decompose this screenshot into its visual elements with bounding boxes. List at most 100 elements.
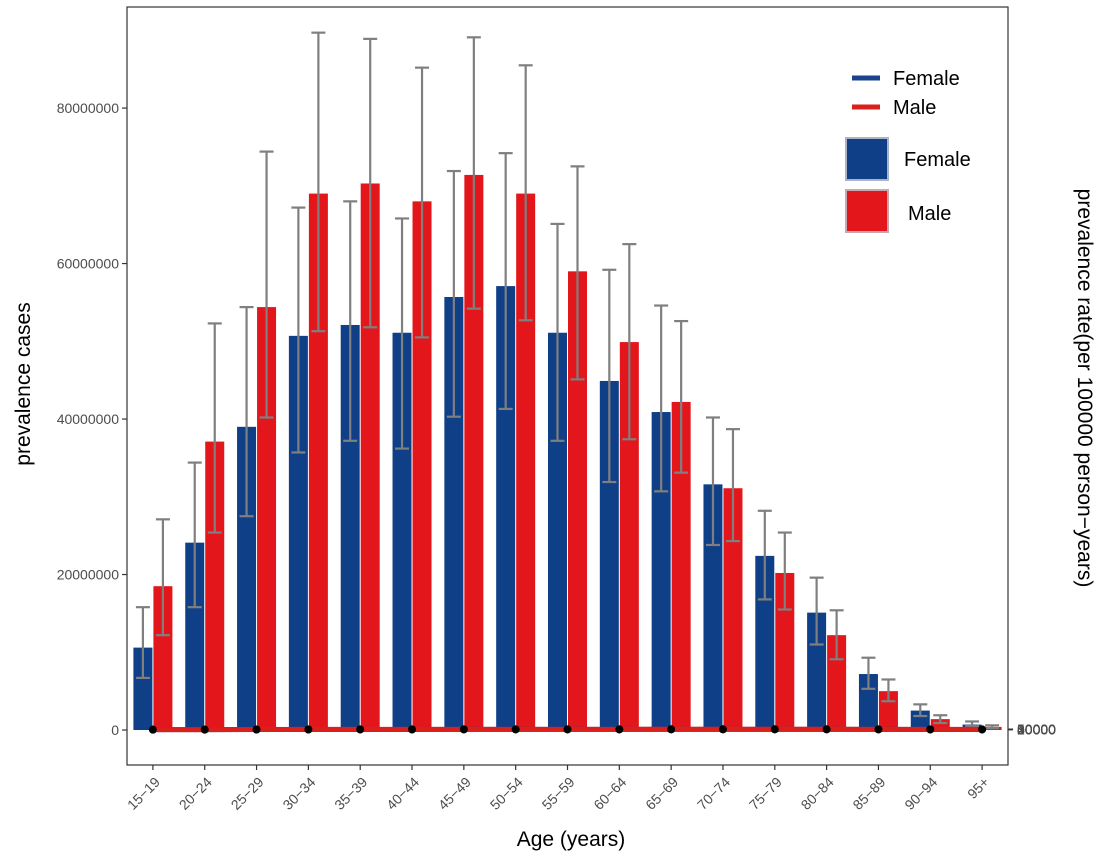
error-bar-male-85-89 bbox=[881, 678, 896, 703]
bar-male-75-79 bbox=[775, 572, 795, 731]
point-male-70-74 bbox=[718, 725, 727, 734]
x-tick-label-90-94: 90−94 bbox=[901, 774, 940, 813]
point-male-50-54 bbox=[511, 725, 520, 734]
error-bar-male-80-84 bbox=[829, 609, 844, 661]
bar-male-30-34 bbox=[308, 193, 328, 731]
error-bar-female-90-94 bbox=[913, 703, 928, 718]
point-male-75-79 bbox=[770, 725, 779, 734]
error-bar-female-70-74 bbox=[705, 416, 720, 547]
y-tick-label-40000000: 40000000 bbox=[57, 411, 120, 427]
bar-male-65-69 bbox=[671, 401, 691, 731]
y2-tick-label-50000: 50000 bbox=[1017, 721, 1056, 737]
x-tick-label-85-89: 85−89 bbox=[849, 774, 888, 813]
bar-male-45-49 bbox=[464, 174, 484, 731]
error-bar-male-15-19 bbox=[155, 518, 170, 637]
error-bar-male-95 bbox=[985, 724, 1000, 730]
point-male-30-34 bbox=[304, 725, 313, 734]
bar-female-20-24 bbox=[185, 542, 205, 731]
point-male-15-19 bbox=[148, 725, 157, 734]
point-male-25-29 bbox=[252, 725, 261, 734]
bar-female-30-34 bbox=[288, 335, 308, 731]
bar-female-45-49 bbox=[444, 296, 464, 731]
bar-male-20-24 bbox=[205, 441, 225, 731]
x-tick-label-45-49: 45−49 bbox=[435, 774, 474, 813]
error-bar-male-60-64 bbox=[622, 243, 637, 441]
error-bar-female-95 bbox=[965, 720, 980, 728]
error-bar-male-25-29 bbox=[259, 150, 274, 419]
point-male-40-44 bbox=[408, 725, 417, 734]
error-bar-male-20-24 bbox=[207, 322, 222, 534]
error-bar-female-55-59 bbox=[550, 222, 565, 442]
y2-tick-label-10000: 10000 bbox=[1017, 722, 1056, 738]
point-male-95 bbox=[978, 725, 987, 734]
error-bar-female-45-49 bbox=[446, 169, 461, 418]
y-tick-label-0: 0 bbox=[111, 722, 119, 738]
bar-female-40-44 bbox=[392, 332, 412, 731]
bar-male-90-94 bbox=[930, 719, 950, 731]
x-tick-label-15-19: 15−19 bbox=[124, 774, 163, 813]
legend-line-female-label: Female bbox=[893, 68, 960, 90]
error-bar-male-65-69 bbox=[674, 319, 689, 474]
x-tick-label-75-79: 75−79 bbox=[746, 774, 785, 813]
error-bar-male-50-54 bbox=[518, 64, 533, 322]
error-bar-female-80-84 bbox=[809, 576, 824, 646]
point-male-45-49 bbox=[459, 725, 468, 734]
legend-bar-male-label: Male bbox=[908, 203, 951, 225]
x-tick-label-65-69: 65−69 bbox=[642, 774, 681, 813]
error-bar-female-75-79 bbox=[757, 509, 772, 601]
point-male-60-64 bbox=[615, 725, 624, 734]
bar-female-15-19 bbox=[133, 647, 153, 731]
point-male-80-84 bbox=[822, 725, 831, 734]
legend-line-male-label: Male bbox=[893, 97, 936, 119]
error-bar-male-75-79 bbox=[777, 531, 792, 611]
bar-female-60-64 bbox=[599, 380, 619, 731]
x-tick-label-55-59: 55−59 bbox=[538, 774, 577, 813]
bar-male-40-44 bbox=[412, 201, 432, 731]
point-male-55-59 bbox=[563, 725, 572, 734]
bar-male-70-74 bbox=[723, 488, 743, 731]
error-bar-female-15-19 bbox=[135, 606, 150, 680]
bar-male-35-39 bbox=[360, 183, 380, 731]
point-male-20-24 bbox=[200, 725, 209, 734]
y2-tick-label-40000: 40000 bbox=[1017, 721, 1056, 737]
bar-female-80-84 bbox=[807, 612, 827, 731]
y2-axis-title: prevalence rate(per 100000 person−years) bbox=[1073, 189, 1096, 588]
bar-male-50-54 bbox=[516, 193, 536, 731]
y2-tick-label-20000: 20000 bbox=[1017, 721, 1056, 737]
error-bar-male-90-94 bbox=[933, 714, 948, 725]
x-axis-title: Age (years) bbox=[517, 828, 626, 851]
plot-area: 0200000004000000060000000800000000100002… bbox=[57, 6, 1056, 813]
x-tick-label-20-24: 20−24 bbox=[176, 774, 215, 813]
x-tick-label-70-74: 70−74 bbox=[694, 774, 733, 813]
legend-bar-female-swatch bbox=[845, 137, 889, 181]
legend-bar-male-swatch bbox=[845, 189, 889, 233]
error-bar-female-65-69 bbox=[654, 304, 669, 493]
y-axis-title: prevalence cases bbox=[12, 302, 35, 465]
error-bar-female-25-29 bbox=[239, 305, 254, 518]
error-bar-male-55-59 bbox=[570, 165, 585, 381]
bar-female-55-59 bbox=[548, 332, 567, 731]
error-bar-male-40-44 bbox=[415, 66, 430, 339]
error-bar-female-40-44 bbox=[395, 217, 410, 450]
point-male-85-89 bbox=[874, 725, 883, 734]
error-bar-female-60-64 bbox=[602, 268, 617, 484]
point-male-90-94 bbox=[926, 725, 935, 734]
error-bar-male-70-74 bbox=[725, 428, 740, 543]
y2-tick-label-30000: 30000 bbox=[1017, 721, 1056, 737]
x-tick-label-30-34: 30−34 bbox=[279, 774, 318, 813]
x-tick-label-60-64: 60−64 bbox=[590, 774, 629, 813]
error-bar-male-35-39 bbox=[363, 37, 378, 329]
error-bar-female-50-54 bbox=[498, 152, 513, 411]
x-tick-label-95: 95+ bbox=[964, 774, 992, 802]
x-tick-label-25-29: 25−29 bbox=[228, 774, 267, 813]
error-bar-female-35-39 bbox=[343, 200, 358, 442]
error-bar-male-45-49 bbox=[466, 36, 481, 310]
error-bar-female-20-24 bbox=[187, 461, 202, 609]
point-male-35-39 bbox=[356, 725, 365, 734]
bar-female-25-29 bbox=[237, 426, 257, 731]
x-tick-label-35-39: 35−39 bbox=[331, 774, 370, 813]
error-bar-female-30-34 bbox=[291, 206, 306, 454]
bar-male-55-59 bbox=[568, 271, 587, 731]
x-tick-label-40-44: 40−44 bbox=[383, 774, 422, 813]
